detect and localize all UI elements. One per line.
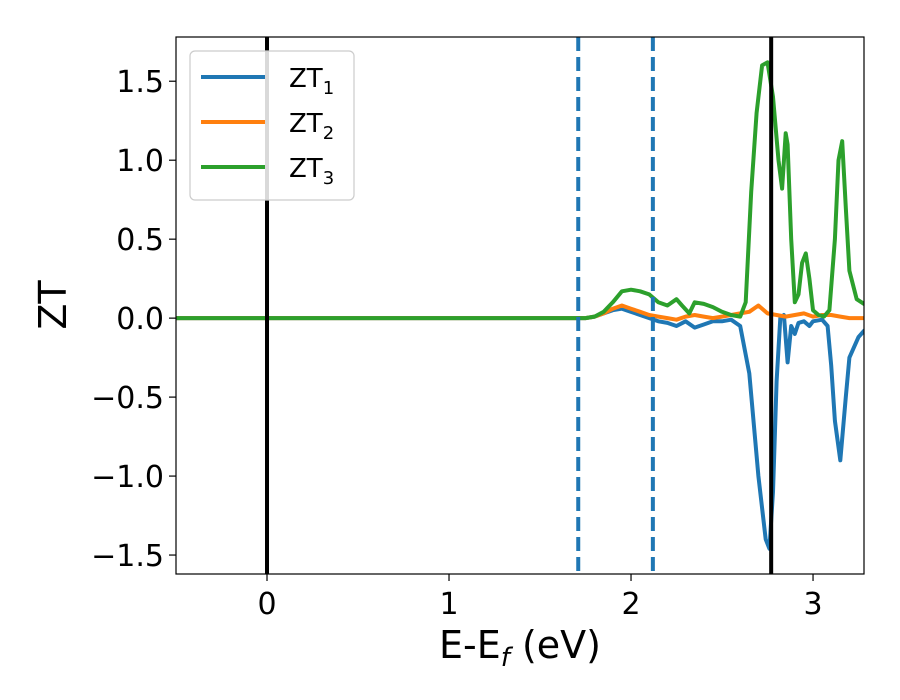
series-line-zt1 [176, 306, 864, 551]
legend-box [189, 50, 355, 201]
x-axis-label: E-Ef (eV) [439, 623, 601, 673]
y-axis: −1.5 −1.0 −0.5 0.0 0.5 1.0 1.5 [91, 65, 176, 574]
y-tick-label: −1.0 [91, 460, 164, 495]
x-tick-label: 0 [257, 587, 276, 622]
y-tick-label: 1.5 [116, 65, 164, 100]
y-tick-label: 1.0 [116, 144, 164, 179]
y-tick-label: 0.5 [116, 223, 164, 258]
y-tick-label: −0.5 [91, 381, 164, 416]
series-line-zt3 [176, 60, 864, 321]
y-tick-label: −1.5 [91, 539, 164, 574]
plot-frame [175, 36, 865, 575]
series-line-zt2 [176, 303, 864, 322]
x-tick-label: 1 [439, 587, 458, 622]
x-tick-label: 2 [621, 587, 640, 622]
y-axis-label: ZT [31, 280, 75, 330]
x-axis: 0 1 2 3 [257, 574, 823, 622]
y-tick-label: 0.0 [116, 302, 164, 337]
x-tick-label: 3 [803, 587, 822, 622]
